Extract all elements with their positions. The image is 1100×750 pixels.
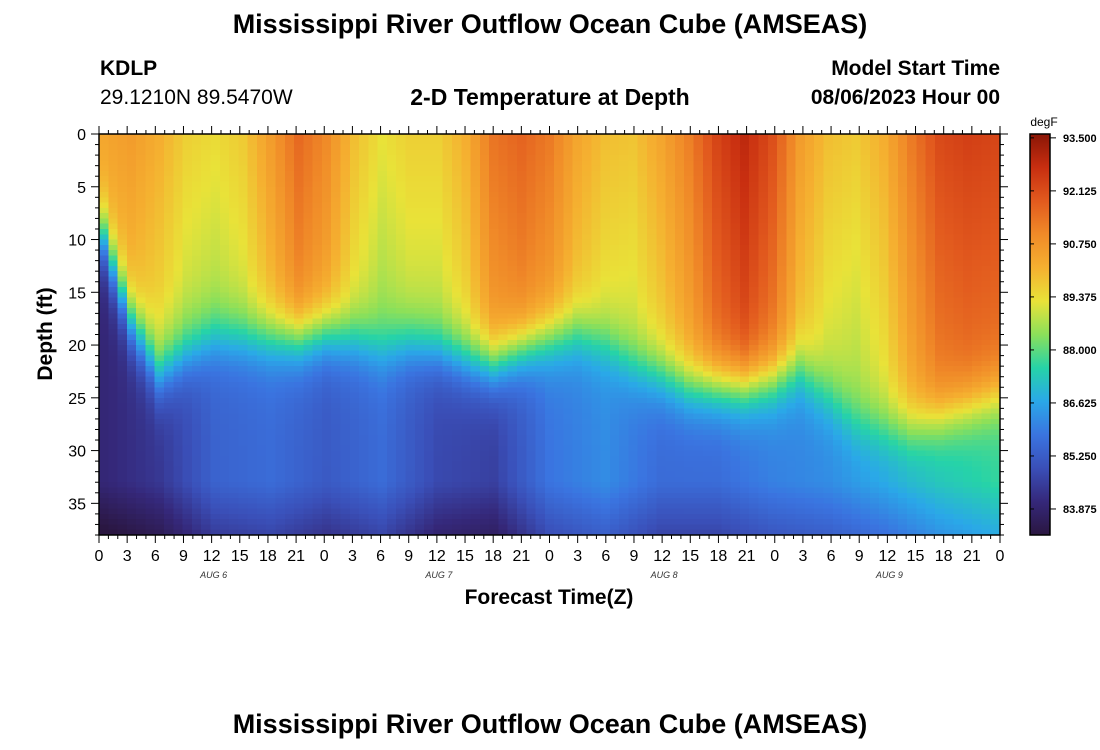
x-tick-label: 9 bbox=[404, 548, 413, 565]
colorbar-tick-label: 83.875 bbox=[1063, 504, 1097, 516]
x-tick-label: 0 bbox=[770, 548, 779, 565]
x-tick-label: 6 bbox=[151, 548, 160, 565]
date-label: AUG 6 bbox=[199, 570, 227, 580]
page-title-repeat: Mississippi River Outflow Ocean Cube (AM… bbox=[232, 709, 868, 739]
x-tick-label: 18 bbox=[484, 548, 502, 565]
x-tick-label: 9 bbox=[630, 548, 639, 565]
x-tick-label: 9 bbox=[179, 548, 188, 565]
colorbar-tick-label: 86.625 bbox=[1063, 398, 1097, 410]
x-tick-label: 12 bbox=[653, 548, 671, 565]
x-tick-label: 15 bbox=[907, 548, 925, 565]
x-tick-label: 15 bbox=[231, 548, 249, 565]
date-label: AUG 7 bbox=[424, 570, 453, 580]
y-axis-label: Depth (ft) bbox=[34, 287, 57, 380]
chart-subtitle: 2-D Temperature at Depth bbox=[410, 84, 690, 110]
colorbar: degF 93.500 92.125 90.750 89.375 88.000 86.62… bbox=[1029, 115, 1097, 536]
colorbar-unit: degF bbox=[1030, 115, 1057, 129]
station-coords: 29.1210N 89.5470W bbox=[100, 86, 293, 109]
x-axis: 0 3 6 9 12 15 18 21 0 3 6 9 12 15 18 21 0 3 6 9 12 15 18 21 0 3 6 9… bbox=[95, 126, 1005, 565]
y-tick-label: 30 bbox=[68, 444, 86, 461]
x-tick-label: 21 bbox=[963, 548, 981, 565]
x-tick-label: 6 bbox=[601, 548, 610, 565]
x-axis-label: Forecast Time(Z) bbox=[465, 586, 634, 609]
x-tick-label: 0 bbox=[320, 548, 329, 565]
x-tick-label: 6 bbox=[827, 548, 836, 565]
date-label: AUG 9 bbox=[875, 570, 903, 580]
model-start-label: Model Start Time bbox=[831, 57, 1000, 80]
x-tick-label: 3 bbox=[798, 548, 807, 565]
x-tick-label: 21 bbox=[512, 548, 530, 565]
colorbar-tick-label: 90.750 bbox=[1063, 239, 1097, 251]
colorbar-gradient bbox=[1029, 133, 1051, 536]
y-axis: 0 5 10 15 20 25 30 35 bbox=[68, 127, 1008, 536]
y-tick-label: 20 bbox=[68, 338, 86, 355]
y-tick-label: 15 bbox=[68, 285, 86, 302]
colorbar-tick-label: 92.125 bbox=[1063, 186, 1097, 198]
x-tick-label: 0 bbox=[95, 548, 104, 565]
x-tick-label: 6 bbox=[376, 548, 385, 565]
y-tick-label: 25 bbox=[68, 391, 86, 408]
x-tick-label: 12 bbox=[203, 548, 221, 565]
colorbar-tick-label: 88.000 bbox=[1063, 345, 1097, 357]
x-tick-label: 3 bbox=[573, 548, 582, 565]
x-tick-label: 12 bbox=[878, 548, 896, 565]
colorbar-tick-label: 93.500 bbox=[1063, 133, 1097, 145]
y-tick-label: 35 bbox=[68, 496, 86, 513]
x-tick-label: 21 bbox=[287, 548, 305, 565]
date-labels: AUG 6 AUG 7 AUG 8 AUG 9 bbox=[199, 570, 903, 580]
y-tick-label: 0 bbox=[77, 127, 86, 144]
x-tick-label: 3 bbox=[348, 548, 357, 565]
x-tick-label: 0 bbox=[545, 548, 554, 565]
y-tick-label: 10 bbox=[68, 233, 86, 250]
x-tick-label: 0 bbox=[996, 548, 1005, 565]
x-tick-label: 3 bbox=[123, 548, 132, 565]
colorbar-tick-label: 85.250 bbox=[1063, 451, 1097, 463]
station-id: KDLP bbox=[100, 57, 158, 80]
x-tick-label: 18 bbox=[710, 548, 728, 565]
page-title: Mississippi River Outflow Ocean Cube (AM… bbox=[232, 9, 868, 39]
x-tick-label: 21 bbox=[738, 548, 756, 565]
x-tick-label: 18 bbox=[935, 548, 953, 565]
model-start-time: 08/06/2023 Hour 00 bbox=[810, 86, 1000, 109]
x-tick-label: 9 bbox=[855, 548, 864, 565]
x-tick-label: 15 bbox=[456, 548, 474, 565]
x-tick-label: 18 bbox=[259, 548, 277, 565]
heatmap-image bbox=[99, 134, 1000, 535]
y-tick-label: 5 bbox=[77, 180, 86, 197]
x-tick-label: 15 bbox=[681, 548, 699, 565]
date-label: AUG 8 bbox=[650, 570, 678, 580]
x-tick-label: 12 bbox=[428, 548, 446, 565]
colorbar-tick-label: 89.375 bbox=[1063, 292, 1097, 304]
